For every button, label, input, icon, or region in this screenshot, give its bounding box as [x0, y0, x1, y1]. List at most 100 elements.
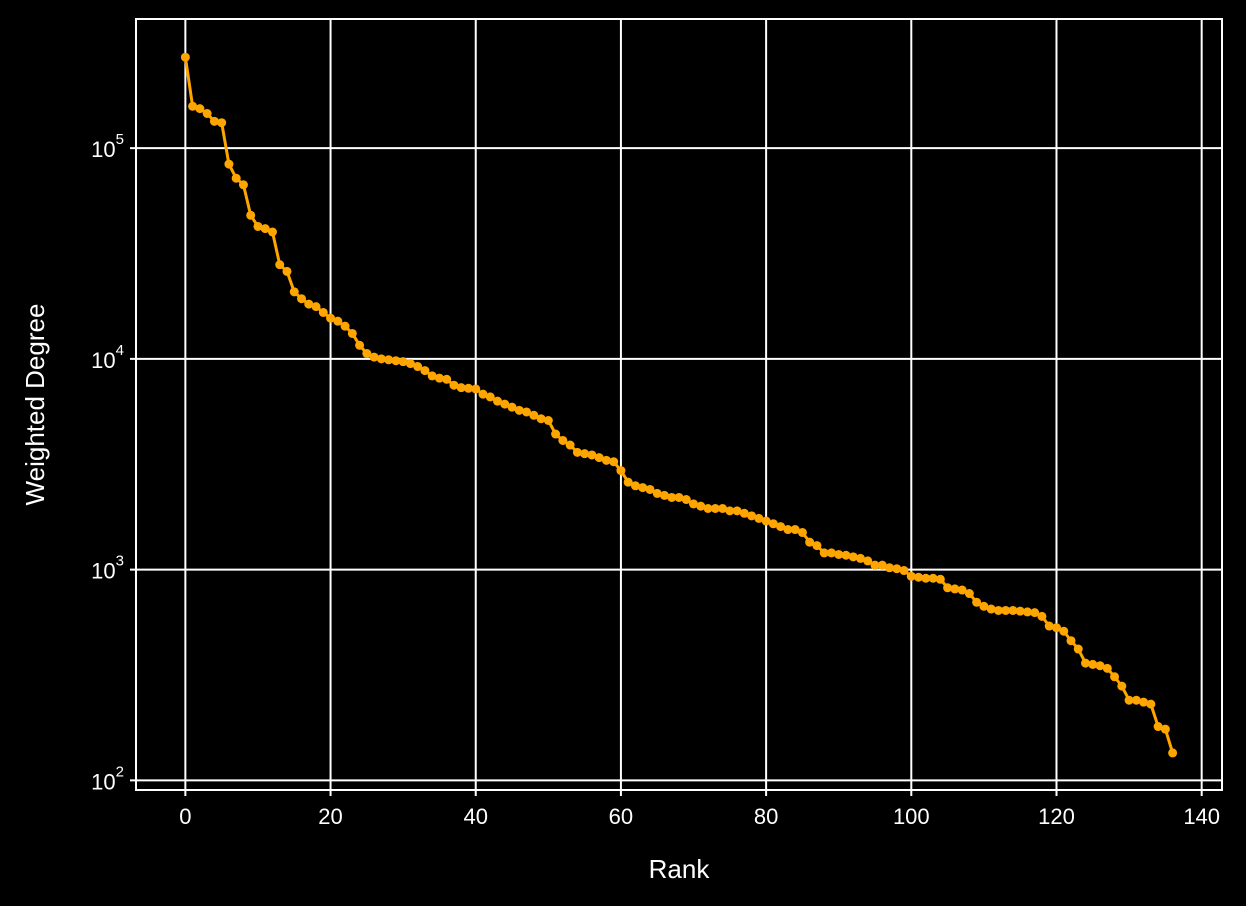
data-point	[347, 328, 357, 338]
data-point	[180, 52, 190, 62]
data-point	[231, 173, 241, 183]
y-tick-base: 10	[91, 137, 115, 162]
data-point	[565, 440, 575, 450]
data-point	[384, 355, 394, 365]
y-tick-label: 102	[91, 763, 124, 794]
x-tick-label: 80	[754, 804, 778, 829]
data-point	[718, 504, 728, 513]
data-point	[870, 560, 880, 570]
data-point	[485, 392, 495, 402]
data-point	[834, 549, 844, 559]
data-point	[1030, 608, 1040, 618]
data-point	[892, 564, 902, 574]
data-series	[180, 52, 1178, 758]
data-point	[1073, 644, 1083, 654]
data-point	[928, 573, 938, 583]
data-point	[754, 513, 764, 523]
data-point	[1168, 748, 1178, 758]
data-point	[703, 504, 713, 513]
data-point	[616, 466, 626, 476]
plot-frame	[135, 18, 1223, 791]
data-point	[493, 396, 503, 406]
data-point	[689, 499, 699, 509]
x-axis-ticks: 0 20 40 60 80 100 120 140	[179, 790, 1220, 829]
data-point	[1081, 658, 1091, 668]
data-point	[979, 601, 989, 611]
data-point	[369, 352, 379, 362]
x-tick-label: 20	[318, 804, 342, 829]
data-point	[899, 566, 909, 576]
data-point	[964, 589, 974, 599]
data-point	[1022, 607, 1032, 617]
data-point	[522, 407, 532, 417]
data-point	[1059, 626, 1069, 636]
data-point	[776, 522, 786, 532]
data-point	[463, 383, 473, 393]
data-point	[340, 321, 350, 331]
data-point	[456, 383, 466, 393]
data-point	[413, 362, 423, 372]
data-point	[696, 501, 706, 511]
data-point	[246, 210, 256, 220]
data-point	[1124, 695, 1134, 705]
data-point	[449, 380, 459, 390]
data-point	[217, 118, 227, 128]
data-point	[1102, 663, 1112, 673]
data-point	[1117, 681, 1127, 691]
data-point	[282, 266, 292, 276]
data-point	[885, 563, 895, 573]
data-point	[333, 316, 343, 326]
data-point	[1051, 623, 1061, 633]
data-point	[376, 354, 386, 364]
data-point	[529, 410, 539, 420]
data-point	[275, 260, 285, 270]
data-point	[209, 116, 219, 126]
data-point	[594, 453, 604, 463]
data-point	[543, 416, 553, 425]
data-point	[1015, 606, 1025, 616]
data-point	[623, 477, 633, 487]
data-point	[943, 583, 953, 593]
data-point	[667, 492, 677, 502]
data-point	[783, 525, 793, 535]
data-point	[863, 556, 873, 566]
data-point	[1131, 695, 1141, 705]
data-point	[260, 224, 270, 234]
x-axis-label: Rank	[649, 854, 711, 884]
data-point	[747, 511, 757, 521]
data-point	[558, 435, 568, 445]
data-point	[188, 101, 198, 111]
y-tick-exponent: 5	[116, 131, 124, 148]
data-point	[304, 299, 314, 309]
data-point	[645, 484, 655, 494]
data-point	[797, 528, 807, 538]
data-point	[950, 584, 960, 594]
data-point	[848, 552, 858, 562]
data-point	[659, 490, 669, 500]
data-point	[1095, 661, 1105, 671]
x-tick-label: 0	[179, 804, 191, 829]
data-point	[1110, 672, 1120, 682]
data-point	[739, 508, 749, 518]
data-point	[972, 597, 982, 607]
data-point	[914, 572, 924, 582]
data-point	[725, 506, 735, 516]
data-point	[761, 516, 771, 526]
data-point	[507, 402, 517, 412]
data-point	[202, 109, 212, 118]
data-point	[986, 604, 996, 614]
data-point	[326, 313, 336, 323]
y-tick-base: 10	[91, 559, 115, 584]
data-point	[195, 104, 205, 114]
data-point	[238, 180, 248, 190]
data-point	[289, 287, 299, 297]
data-point	[652, 488, 662, 498]
data-point	[297, 294, 307, 304]
grid	[136, 19, 1222, 790]
data-point	[311, 302, 321, 312]
data-point	[906, 571, 916, 581]
data-point	[790, 525, 800, 535]
